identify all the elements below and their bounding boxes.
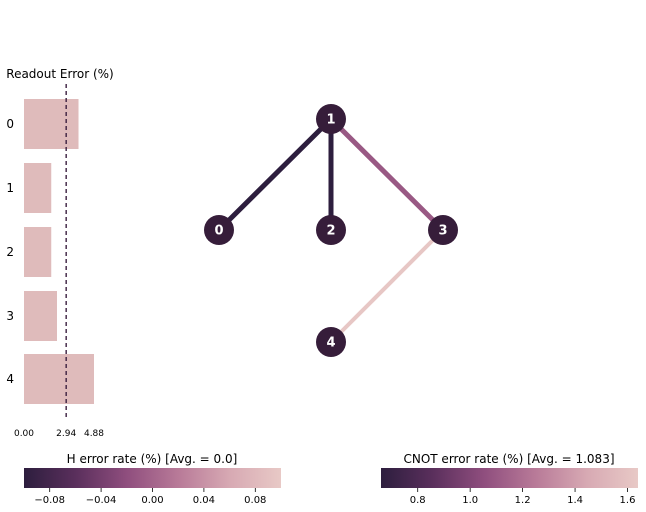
readout-bar-4 (24, 354, 94, 404)
colorbar-tick-label: 0.8 (410, 495, 426, 506)
readout-x-tick: 4.88 (84, 429, 104, 439)
qubit-node-circle (204, 215, 234, 245)
qubit-node-label: 4 (326, 336, 335, 351)
qubit-nodes: 0 1 2 3 4 (204, 104, 458, 357)
colorbar-tick-label: −0.08 (34, 495, 65, 506)
qubit-node-circle (316, 215, 346, 245)
qubit-node-label: 3 (438, 224, 447, 239)
edge-1-0 (216, 116, 334, 233)
h-colorbar-gradient (24, 468, 281, 488)
cnot-error-colorbar: CNOT error rate (%) [Avg. = 1.083] 0.8 1.… (381, 452, 638, 506)
readout-x-tick: 2.94 (56, 429, 76, 439)
qubit-node-circle (428, 215, 458, 245)
qubit-node-label: 2 (326, 224, 335, 239)
colorbar-tick-label: 1.4 (567, 495, 583, 506)
qubit-node-1: 1 (316, 104, 346, 134)
h-error-colorbar: H error rate (%) [Avg. = 0.0] −0.08 −0.04… (24, 452, 281, 506)
coupling-edges (216, 116, 446, 344)
qubit-node-label: 0 (214, 224, 223, 239)
readout-bar-3 (24, 291, 57, 341)
qubit-node-circle (316, 104, 346, 134)
cnot-colorbar-gradient (381, 468, 638, 488)
colorbar-tick-label: 1.6 (620, 495, 636, 506)
qubit-label-2: 2 (6, 245, 14, 259)
qubit-node-3: 3 (428, 215, 458, 245)
edge-1-3 (328, 116, 446, 233)
colorbar-tick-label: 1.2 (515, 495, 531, 506)
edge-3-4 (329, 228, 445, 344)
qubit-node-2: 2 (316, 215, 346, 245)
qubit-label-1: 1 (6, 181, 14, 195)
readout-error-chart: Readout Error (%) 0 1 2 3 4 0.00 2.94 4.88 (6, 67, 113, 439)
qubit-node-4: 4 (316, 327, 346, 357)
h-colorbar-title: H error rate (%) [Avg. = 0.0] (67, 452, 238, 466)
qubit-node-0: 0 (204, 215, 234, 245)
qubit-label-3: 3 (6, 309, 14, 323)
qubit-node-circle (316, 327, 346, 357)
cnot-colorbar-title: CNOT error rate (%) [Avg. = 1.083] (403, 452, 614, 466)
readout-bar-1 (24, 163, 52, 213)
readout-bar-0 (24, 99, 79, 149)
readout-chart-title: Readout Error (%) (6, 67, 113, 81)
colorbar-tick-label: 0.08 (244, 495, 266, 506)
colorbar-tick-label: 0.04 (193, 495, 215, 506)
readout-bar-2 (24, 227, 52, 277)
qubit-label-4: 4 (6, 372, 14, 386)
qubit-node-label: 1 (326, 113, 335, 128)
colorbar-tick-label: 1.0 (462, 495, 478, 506)
colorbar-tick-label: −0.04 (86, 495, 117, 506)
readout-x-tick: 0.00 (14, 429, 34, 439)
colorbar-tick-label: 0.00 (141, 495, 163, 506)
qubit-label-0: 0 (6, 117, 14, 131)
